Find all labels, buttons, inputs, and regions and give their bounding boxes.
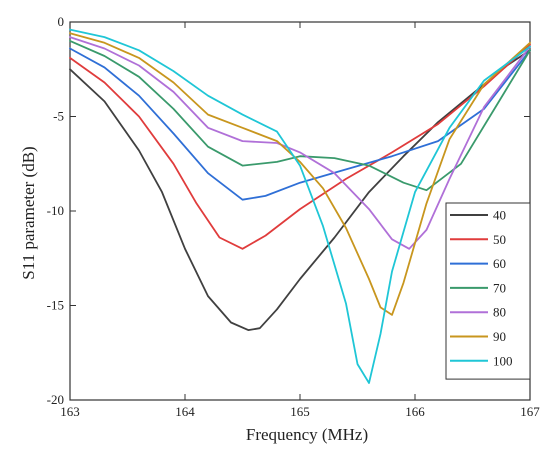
series-line-50 (69, 43, 531, 250)
series-line-90 (69, 32, 531, 316)
y-tick-label: -10 (47, 203, 64, 218)
y-tick-label: -15 (47, 298, 64, 313)
legend-label-40: 40 (493, 208, 506, 223)
legend-label-100: 100 (493, 353, 513, 368)
y-tick-label: -5 (53, 109, 64, 124)
y-tick-label: -20 (47, 392, 64, 407)
series-line-80 (69, 36, 531, 250)
series-layer (69, 28, 531, 384)
x-tick-label: 164 (175, 404, 195, 419)
legend-label-70: 70 (493, 280, 506, 295)
legend-label-90: 90 (493, 329, 506, 344)
legend-label-60: 60 (493, 256, 506, 271)
series-line-70 (69, 40, 531, 192)
x-tick-label: 166 (405, 404, 425, 419)
series-line-40 (69, 49, 531, 332)
legend-label-50: 50 (493, 232, 506, 247)
x-axis-title: Frequency (MHz) (246, 425, 368, 444)
x-tick-label: 165 (290, 404, 310, 419)
legend-label-80: 80 (493, 305, 506, 320)
y-tick-label: 0 (58, 14, 65, 29)
series-line-60 (69, 47, 531, 201)
legend-box (445, 202, 531, 380)
x-tick-label: 163 (60, 404, 80, 419)
axes: 163 164 165 166 167 0 -5 -10 -15 -20 (47, 14, 541, 419)
x-tick-label: 167 (520, 404, 540, 419)
legend: 40 50 60 70 80 90 100 (445, 202, 531, 380)
y-axis-title: S11 parameter (dB) (19, 146, 38, 279)
series-line-100 (69, 28, 531, 384)
